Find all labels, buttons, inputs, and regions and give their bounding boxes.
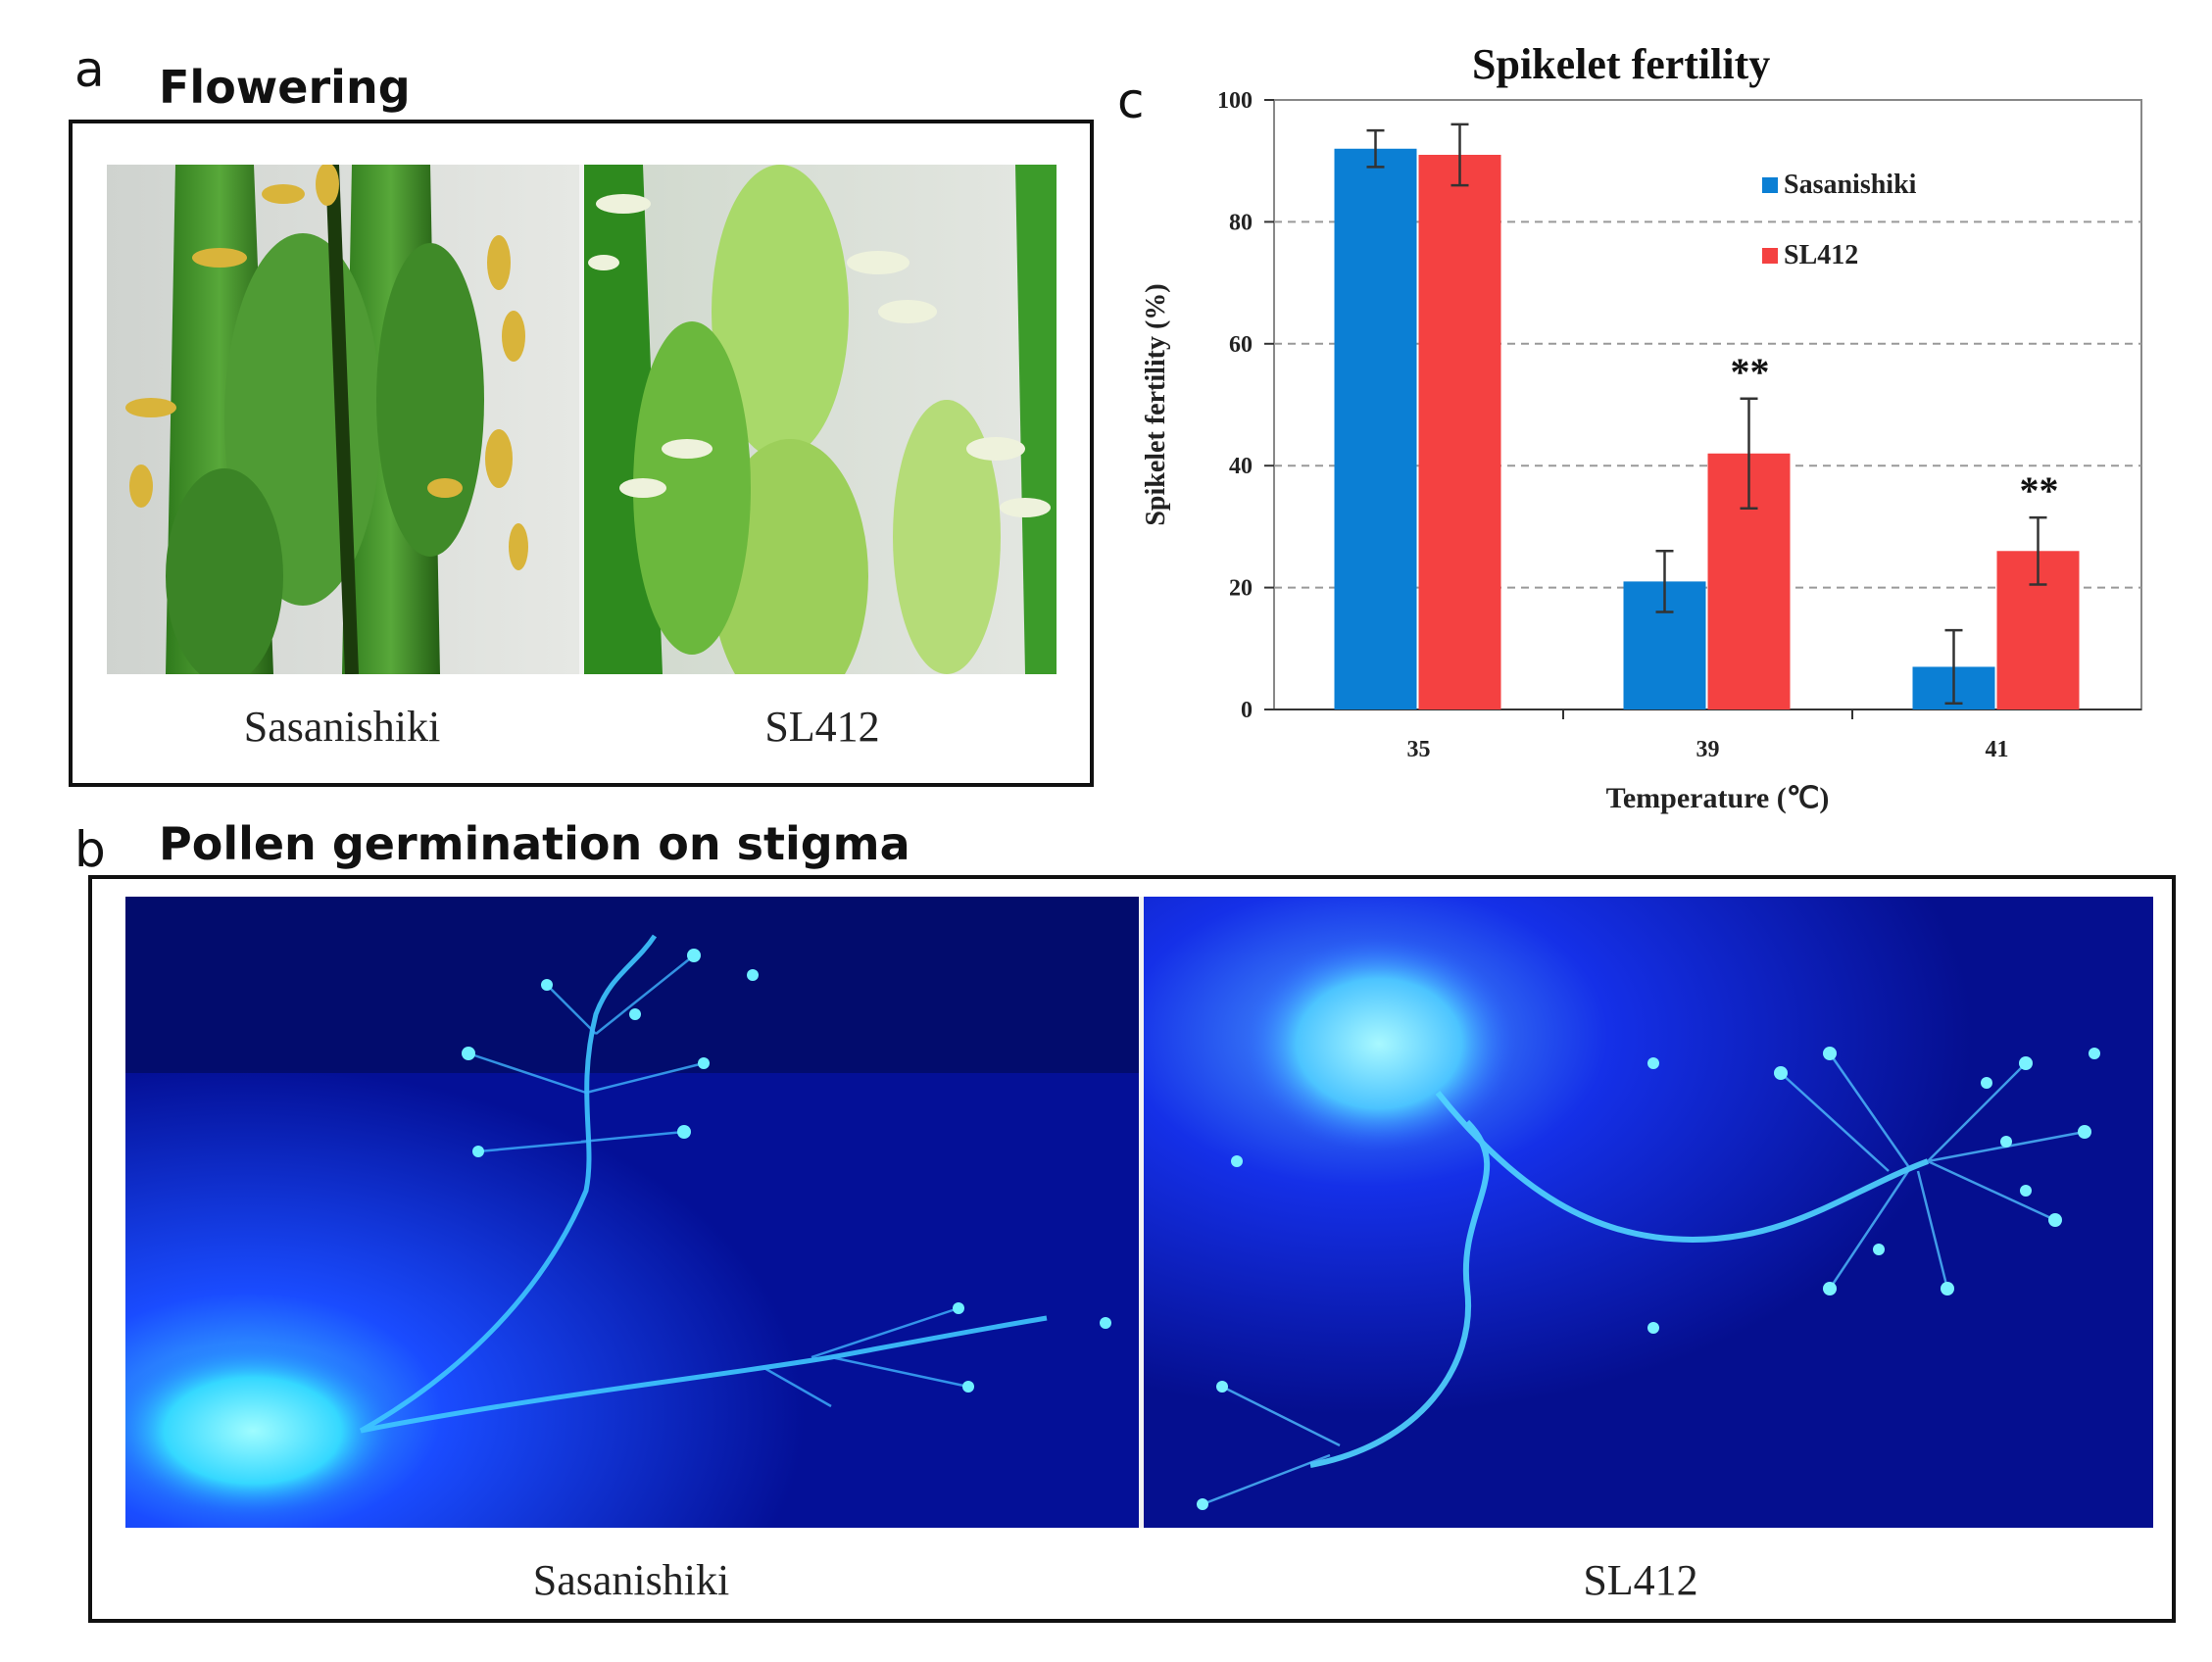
sasanishiki-flower-photo (107, 165, 579, 674)
panel-c-letter: c (1117, 73, 1145, 129)
panel-b-title: Pollen germination on stigma (159, 817, 910, 870)
sl412-flower-photo (584, 165, 1057, 674)
pollen-caption-sasanishiki: Sasanishiki (532, 1556, 730, 1604)
sasanishiki-pollen-image (125, 897, 1139, 1528)
x-tick-label: 39 (1696, 737, 1720, 762)
chart-title: Spikelet fertility (1472, 40, 1770, 88)
flowering-caption-sl412: SL412 (764, 703, 880, 751)
pollen-germination-frame: Sasanishiki SL412 (88, 875, 2176, 1623)
y-tick-label: 100 (1217, 88, 1253, 114)
y-tick-label: 60 (1229, 332, 1253, 358)
panel-b-letter: b (74, 821, 106, 878)
bar-sasanishiki-35 (1334, 148, 1417, 709)
flower-photo-divider (579, 165, 584, 674)
significance-annotation: ** (1731, 350, 1770, 394)
legend-label-sasanishiki: Sasanishiki (1784, 170, 1917, 200)
bar-sl412-35 (1418, 154, 1501, 710)
x-tick-label: 41 (1986, 737, 2009, 762)
y-tick-label: 80 (1229, 210, 1253, 235)
x-tick-label: 35 (1407, 737, 1431, 762)
pollen-image-divider (1139, 897, 1144, 1528)
x-axis-label: Temperature (℃) (1606, 782, 1830, 814)
legend-label-sl412: SL412 (1784, 240, 1858, 270)
panel-a-title: Flowering (159, 61, 411, 114)
flowering-frame: Sasanishiki SL412 (69, 120, 1094, 787)
significance-annotation: ** (2020, 468, 2059, 513)
flowering-caption-sasanishiki: Sasanishiki (243, 703, 441, 751)
legend-swatch-sl412 (1762, 248, 1778, 264)
y-tick-label: 40 (1229, 454, 1253, 479)
y-axis-label: Spikelet fertility (%) (1141, 283, 1171, 525)
spikelet-fertility-chart: Spikelet fertility 0 20 40 60 80 100 Spikelet f… (1141, 40, 2142, 814)
legend-swatch-sasanishiki (1762, 177, 1778, 193)
sl412-pollen-image (1144, 897, 2153, 1528)
panel-a-letter: a (74, 41, 105, 98)
y-tick-label: 20 (1229, 576, 1253, 602)
y-tick-label: 0 (1241, 698, 1253, 723)
pollen-caption-sl412: SL412 (1583, 1556, 1698, 1604)
